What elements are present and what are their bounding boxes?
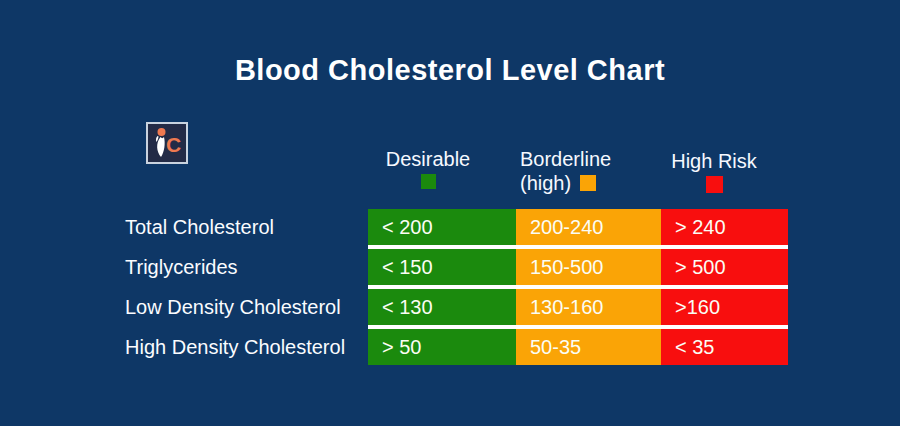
table-cell-trig-desirable: < 150: [368, 249, 516, 285]
borderline-color-swatch-icon: [580, 175, 596, 191]
table-cell-hdl-high-risk: < 35: [661, 329, 788, 365]
column-header-desirable-label: Desirable: [386, 148, 470, 170]
svg-text:C: C: [166, 133, 181, 156]
table-cell-trig-borderline: 150-500: [516, 249, 661, 285]
table-cell-trig-high-risk: > 500: [661, 249, 788, 285]
row-label-high-density-cholesterol: High Density Cholesterol: [125, 329, 365, 365]
column-header-desirable: Desirable: [368, 147, 488, 189]
table-cell-total-borderline: 200-240: [516, 209, 661, 245]
table-cell-ldl-desirable: < 130: [368, 289, 516, 325]
table-cell-total-desirable: < 200: [368, 209, 516, 245]
table-cell-total-high-risk: > 240: [661, 209, 788, 245]
table-cell-hdl-borderline: 50-35: [516, 329, 661, 365]
cholesterol-value-table: < 200 200-240 > 240 < 150 150-500 > 500 …: [368, 209, 788, 365]
person-logo-icon: C: [148, 124, 186, 162]
row-label-column: Total Cholesterol Triglycerides Low Dens…: [125, 209, 365, 365]
row-label-low-density-cholesterol: Low Density Cholesterol: [125, 289, 365, 325]
table-cell-ldl-high-risk: >160: [661, 289, 788, 325]
infographic-canvas: Blood Cholesterol Level Chart C Desirabl…: [0, 0, 900, 426]
row-label-total-cholesterol: Total Cholesterol: [125, 209, 365, 245]
column-header-borderline: Borderline (high): [520, 147, 661, 195]
column-header-borderline-label-line2: (high): [520, 171, 571, 195]
table-cell-hdl-desirable: > 50: [368, 329, 516, 365]
column-header-high-risk-label: High Risk: [671, 150, 757, 172]
column-header-high-risk: High Risk: [661, 149, 767, 193]
page-title: Blood Cholesterol Level Chart: [0, 54, 900, 87]
row-label-triglycerides: Triglycerides: [125, 249, 365, 285]
high-risk-color-swatch-icon: [706, 176, 723, 193]
desirable-color-swatch-icon: [421, 174, 436, 189]
brand-logo: C: [146, 122, 188, 164]
table-cell-ldl-borderline: 130-160: [516, 289, 661, 325]
column-header-borderline-label-line1: Borderline: [520, 148, 611, 170]
